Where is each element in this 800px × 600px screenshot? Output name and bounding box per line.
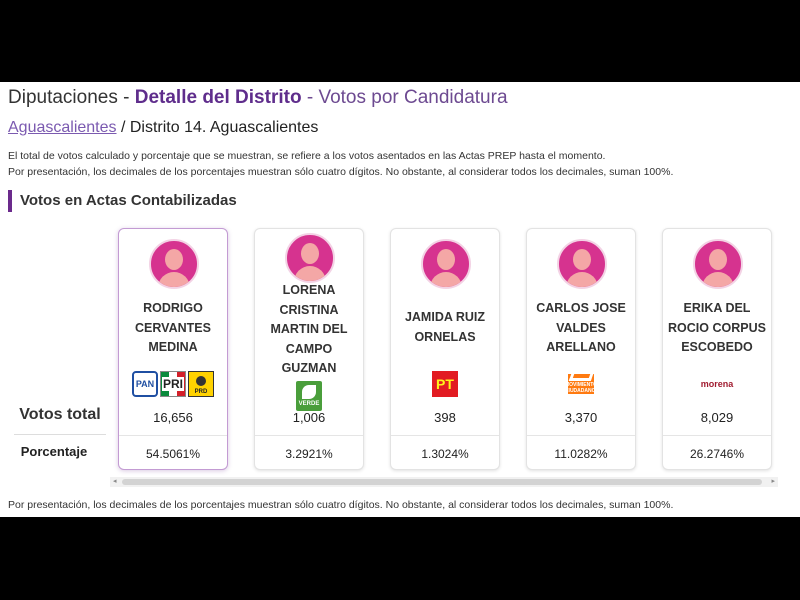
morena-logo-icon: morena: [700, 379, 734, 389]
card-divider: [255, 435, 363, 436]
votes-total-label: Votos total: [19, 406, 101, 423]
pri-logo-text: PRI: [161, 377, 184, 391]
scroll-right-arrow-icon[interactable]: ▸: [771, 478, 775, 485]
name-line: VALDES: [556, 320, 606, 335]
vote-count: 16,656: [153, 410, 193, 425]
horizontal-scrollbar[interactable]: ◂ ▸: [110, 477, 778, 487]
results-page: Diputaciones - Detalle del Distrito - Vo…: [0, 82, 800, 517]
candidate-card[interactable]: RODRIGO CERVANTES MEDINA PAN PRI PRD 16,…: [118, 228, 228, 470]
scrollbar-thumb[interactable]: [122, 479, 762, 485]
row-divider: [14, 434, 106, 435]
avatar: [285, 233, 335, 283]
vote-percentage: 11.0282%: [554, 447, 608, 461]
candidate-card[interactable]: CARLOS JOSE VALDES ARELLANO MOVIMIENTO C…: [526, 228, 636, 470]
candidate-card[interactable]: LORENA CRISTINA MARTIN DEL CAMPO GUZMAN …: [254, 228, 364, 470]
candidate-name: ERIKA DEL ROCIO CORPUS ESCOBEDO: [667, 299, 767, 358]
candidate-name: LORENA CRISTINA MARTIN DEL CAMPO GUZMAN: [259, 281, 359, 379]
name-line: CRISTINA: [279, 302, 339, 317]
name-line: JAMIDA RUIZ: [404, 310, 486, 324]
breadcrumb: Aguascalientes / Distrito 14. Aguascalie…: [8, 119, 318, 137]
card-divider: [119, 435, 227, 436]
title-district-detail: Detalle del Distrito: [134, 87, 302, 108]
candidate-card[interactable]: ERIKA DEL ROCIO CORPUS ESCOBEDO morena 8…: [662, 228, 772, 470]
card-divider: [391, 435, 499, 436]
scroll-left-arrow-icon[interactable]: ◂: [113, 478, 117, 485]
title-suffix: - Votos por Candidatura: [301, 87, 508, 108]
title-prefix: Diputaciones -: [8, 87, 135, 108]
candidate-name: JAMIDA RUIZ ORNELAS: [395, 308, 495, 347]
party-logos: MOVIMIENTO CIUDADANO: [527, 369, 635, 399]
breadcrumb-current: / Distrito 14. Aguascalientes: [116, 119, 319, 136]
vote-count: 398: [434, 410, 456, 425]
prd-logo-icon: PRD: [188, 371, 214, 397]
party-logos: PT: [391, 369, 499, 399]
pri-logo-icon: PRI: [160, 371, 186, 397]
name-line: CARLOS JOSE: [536, 301, 626, 315]
name-line: ARELLANO: [546, 340, 616, 354]
avatar: [149, 239, 199, 289]
vote-percentage: 1.3024%: [421, 447, 469, 461]
party-logos: VERDE: [255, 381, 363, 411]
name-line: CAMPO: [285, 341, 333, 356]
name-line: LORENA: [282, 283, 336, 297]
candidate-name: RODRIGO CERVANTES MEDINA: [123, 299, 223, 358]
party-logos: PAN PRI PRD: [119, 369, 227, 399]
breadcrumb-link-state[interactable]: Aguascalientes: [8, 119, 117, 136]
page-title: Diputaciones - Detalle del Distrito - Vo…: [8, 87, 508, 109]
verde-logo-text: VERDE: [298, 401, 320, 407]
name-line: MEDINA: [148, 340, 198, 354]
movimiento-ciudadano-logo-icon: MOVIMIENTO CIUDADANO: [564, 374, 598, 394]
card-divider: [663, 435, 771, 436]
mc-logo-text: MOVIMIENTO CIUDADANO: [564, 382, 598, 394]
candidate-name: CARLOS JOSE VALDES ARELLANO: [531, 299, 631, 358]
party-logos: morena: [663, 369, 771, 399]
info-note-2: Por presentación, los decimales de los p…: [8, 166, 674, 178]
name-line: ORNELAS: [414, 329, 476, 344]
avatar: [421, 239, 471, 289]
vote-count: 8,029: [700, 410, 734, 425]
vote-percentage: 26.2746%: [689, 447, 745, 461]
percentage-label: Porcentaje: [20, 444, 88, 459]
name-line: MARTIN DEL: [270, 322, 348, 336]
pt-logo-icon: PT: [432, 371, 458, 397]
name-line: ROCIO CORPUS: [668, 320, 766, 335]
name-line: RODRIGO: [143, 301, 203, 315]
avatar: [693, 239, 743, 289]
vote-percentage: 54.5061%: [145, 447, 201, 461]
candidate-card[interactable]: JAMIDA RUIZ ORNELAS PT 398 1.3024%: [390, 228, 500, 470]
section-heading: Votos en Actas Contabilizadas: [8, 190, 237, 212]
vote-count: 3,370: [564, 410, 598, 425]
name-line: CERVANTES: [135, 320, 211, 335]
name-line: GUZMAN: [281, 361, 337, 375]
pan-logo-icon: PAN: [132, 371, 158, 397]
card-divider: [527, 435, 635, 436]
footer-note: Por presentación, los decimales de los p…: [8, 499, 674, 511]
name-line: ERIKA DEL: [683, 301, 751, 315]
vote-percentage: 3.2921%: [285, 447, 333, 461]
verde-logo-icon: VERDE: [296, 381, 322, 411]
info-note-1: El total de votos calculado y porcentaje…: [8, 150, 606, 162]
name-line: ESCOBEDO: [681, 340, 753, 354]
avatar: [557, 239, 607, 289]
vote-count: 1,006: [292, 410, 326, 425]
prd-logo-text: PRD: [194, 389, 208, 395]
